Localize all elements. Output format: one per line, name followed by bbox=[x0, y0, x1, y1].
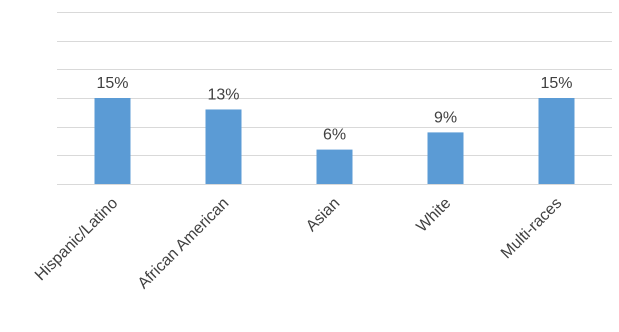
data-label: 15% bbox=[540, 75, 572, 92]
bar bbox=[316, 149, 353, 184]
category-label: Multi-races bbox=[498, 195, 565, 262]
category-label: African American bbox=[135, 195, 233, 293]
bar bbox=[205, 109, 242, 184]
category-axis-labels: Hispanic/Latino African American Asian Whit… bbox=[32, 195, 565, 293]
category-label: Hispanic/Latino bbox=[32, 195, 121, 284]
bars bbox=[94, 98, 575, 184]
bar bbox=[427, 132, 464, 184]
bar bbox=[538, 98, 575, 184]
data-label: 9% bbox=[434, 109, 457, 126]
bar bbox=[94, 98, 131, 184]
category-label: White bbox=[413, 195, 454, 236]
category-label: Asian bbox=[303, 195, 343, 235]
data-label: 15% bbox=[96, 75, 128, 92]
gridlines bbox=[57, 12, 612, 185]
data-label: 13% bbox=[207, 86, 239, 103]
data-label: 6% bbox=[323, 127, 346, 144]
data-labels: 15% 13% 6% 9% 15% bbox=[96, 75, 572, 144]
